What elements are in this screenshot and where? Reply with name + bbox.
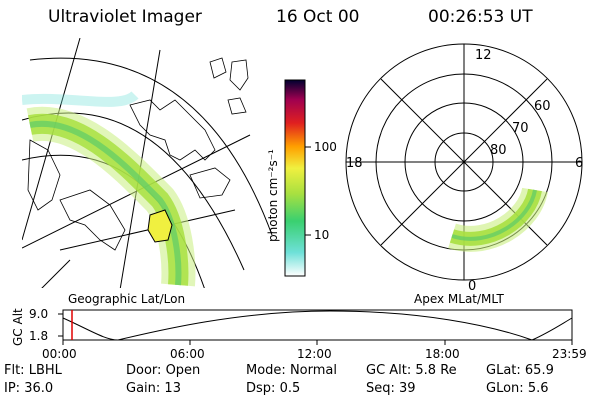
timeline-xtick-1200: 12:00 [297,347,332,361]
polar-hour-6: 6 [575,156,583,171]
timeline-ytick-9: 9.0 [29,307,48,321]
polar-lat-70: 70 [512,121,529,136]
polar-plot [345,43,583,281]
timeline-xtick-2359: 23:59 [552,347,587,361]
polar-lat-60: 60 [534,99,551,114]
timeline-xtick-0600: 06:00 [170,347,205,361]
panel-label-apex: Apex MLat/MLT [414,292,504,306]
colorbar-unit-label: photon cm⁻²s⁻¹ [266,149,280,242]
info-dsp: Dsp: 0.5 [246,381,301,396]
timeline-xtick-0000: 00:00 [42,347,77,361]
observation-date: 16 Oct 00 [276,7,360,27]
polar-hour-12: 12 [475,48,492,63]
observation-time: 00:26:53 UT [428,7,533,27]
colorbar-label-10: 10 [314,228,329,242]
info-glat: GLat: 65.9 [486,363,554,378]
timeline-y-axis-label: GC Alt [11,308,25,346]
geographic-map [22,38,273,288]
info-seq: Seq: 39 [366,381,416,396]
info-flt: Flt: LBHL [4,363,62,378]
info-ip: IP: 36.0 [4,381,54,396]
panel-label-geographic: Geographic Lat/Lon [68,292,185,306]
info-mode: Mode: Normal [246,363,337,378]
polar-lat-80: 80 [490,143,507,158]
polar-hour-18: 18 [346,156,363,171]
altitude-curve [62,310,573,341]
timeline-ytick-1-8: 1.8 [29,329,48,343]
timeline-xtick-1800: 18:00 [425,347,460,361]
colorbar [284,79,306,277]
info-door: Door: Open [126,363,201,378]
info-gc-alt: GC Alt: 5.8 Re [366,363,457,378]
info-glon: GLon: 5.6 [486,381,549,396]
polar-hour-0: 0 [468,279,476,294]
app-title: Ultraviolet Imager [48,7,202,27]
info-gain: Gain: 13 [126,381,181,396]
polar-label-bg-12 [474,48,490,62]
colorbar-label-100: 100 [314,140,337,154]
